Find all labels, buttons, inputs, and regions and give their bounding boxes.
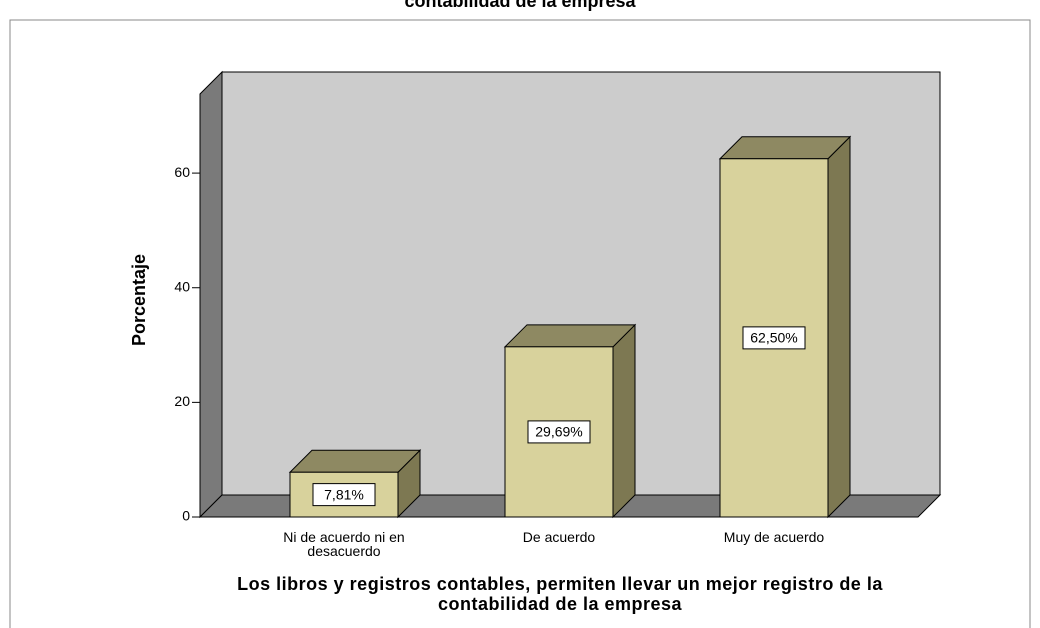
y-tick-label: 40 [174, 278, 190, 294]
left-wall [199, 70, 223, 519]
y-tick-label: 0 [182, 508, 190, 524]
x-axis-label: Los libros y registros contables, permit… [237, 574, 883, 614]
bar-top [503, 324, 637, 348]
x-tick-label: De acuerdo [522, 529, 596, 545]
value-label: 7,81% [324, 486, 364, 502]
x-tick-label: Muy de acuerdo [723, 529, 825, 545]
bar-side [827, 135, 851, 519]
value-label: 62,50% [750, 330, 797, 346]
y-tick-label: 20 [174, 393, 190, 409]
y-tick-label: 60 [174, 164, 190, 180]
value-label: 29,69% [535, 424, 582, 440]
y-axis-label: Porcentaje [129, 254, 149, 346]
bar-side [612, 323, 636, 519]
chart-title: contabilidad de la empresa [404, 0, 636, 11]
value-label-box [527, 420, 591, 444]
x-tick-label: Ni de acuerdo ni en desacuerdo [283, 529, 405, 559]
bar-top [288, 449, 422, 473]
frame [9, 19, 1031, 628]
bar-top [718, 136, 852, 160]
value-label-box [312, 483, 376, 507]
value-label-box [742, 326, 806, 350]
